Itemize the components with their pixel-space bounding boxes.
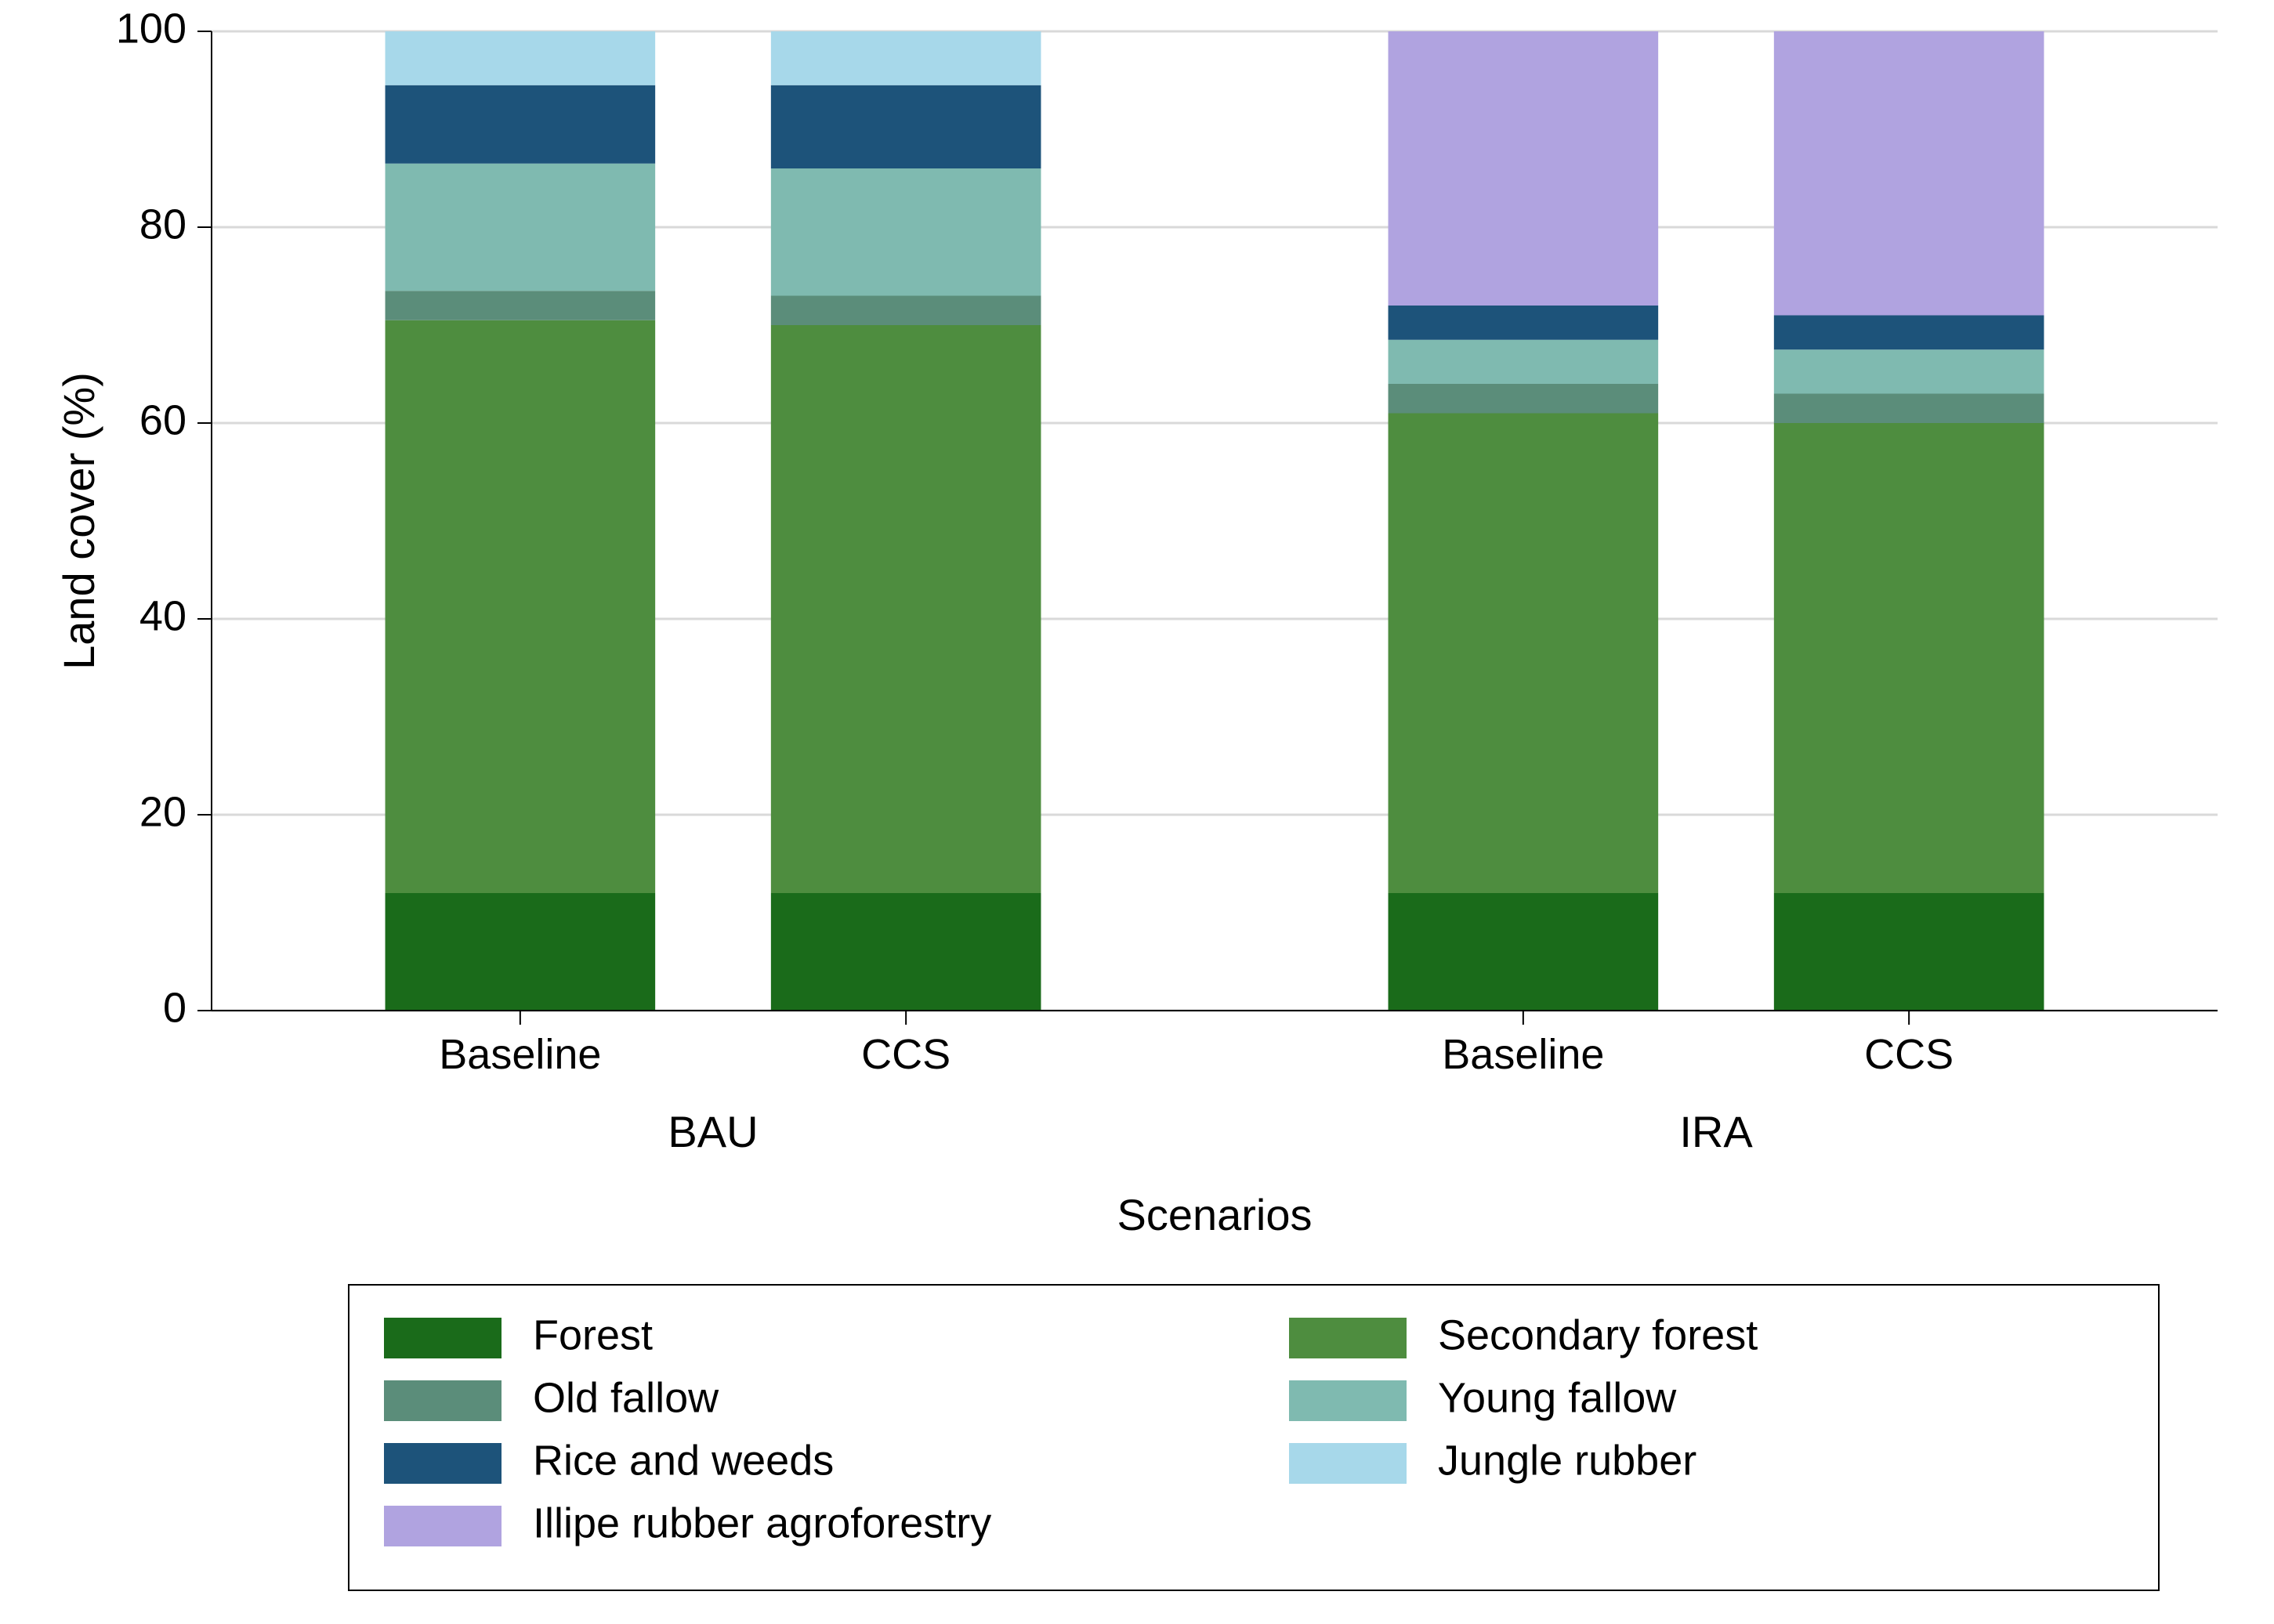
bar-segment bbox=[771, 325, 1041, 893]
bar-segment bbox=[1774, 893, 2044, 1011]
x-tick-label: Baseline bbox=[439, 1031, 601, 1078]
bar-segment bbox=[1774, 31, 2044, 316]
legend-swatch bbox=[384, 1318, 502, 1358]
bar-segment bbox=[1389, 893, 1659, 1011]
bar-segment bbox=[771, 85, 1041, 168]
group-label: IRA bbox=[1679, 1107, 1753, 1156]
legend-label: Young fallow bbox=[1438, 1374, 1677, 1421]
x-tick-label: CCS bbox=[861, 1031, 951, 1078]
bar-segment bbox=[1389, 31, 1659, 306]
legend-swatch bbox=[384, 1443, 502, 1484]
legend-swatch bbox=[1289, 1318, 1407, 1358]
legend-swatch bbox=[1289, 1443, 1407, 1484]
legend-swatch bbox=[384, 1506, 502, 1546]
bar-segment bbox=[1389, 414, 1659, 894]
bar-segment bbox=[386, 85, 656, 164]
bar-segment bbox=[1774, 349, 2044, 393]
legend-label: Old fallow bbox=[533, 1374, 719, 1421]
stacked-bar-chart: 0 20 40 60 80 100 Land cover (%) Baseline CCS Bas… bbox=[0, 0, 2274, 1624]
legend-swatch bbox=[1289, 1380, 1407, 1421]
x-tick-label: Baseline bbox=[1442, 1031, 1604, 1078]
y-tick-label: 0 bbox=[163, 984, 186, 1031]
bar-segment bbox=[386, 893, 656, 1011]
legend-swatch bbox=[384, 1380, 502, 1421]
y-tick-label: 100 bbox=[116, 5, 186, 52]
bar-segment bbox=[771, 893, 1041, 1011]
y-axis-label: Land cover (%) bbox=[54, 372, 103, 670]
y-tick-label: 60 bbox=[139, 396, 186, 443]
bar-segment bbox=[771, 168, 1041, 296]
legend-label: Jungle rubber bbox=[1438, 1437, 1696, 1484]
bar-segment bbox=[1389, 306, 1659, 340]
bar-segment bbox=[386, 320, 656, 893]
y-tick-label: 40 bbox=[139, 592, 186, 639]
x-tick-label: CCS bbox=[1864, 1031, 1954, 1078]
bar-segment bbox=[386, 291, 656, 320]
bar-segment bbox=[1774, 423, 2044, 893]
x-axis-label: Scenarios bbox=[1117, 1190, 1312, 1239]
bar-segment bbox=[771, 31, 1041, 85]
y-tick-label: 20 bbox=[139, 788, 186, 835]
legend-label: Rice and weeds bbox=[533, 1437, 834, 1484]
chart-container: 0 20 40 60 80 100 Land cover (%) Baseline CCS Bas… bbox=[0, 0, 2274, 1624]
bar-segment bbox=[386, 164, 656, 291]
legend: Forest Secondary forest Old fallow Young fa… bbox=[349, 1285, 2159, 1590]
bar-segment bbox=[386, 31, 656, 85]
legend-label: Illipe rubber agroforestry bbox=[533, 1499, 991, 1546]
bar-segment bbox=[1774, 316, 2044, 350]
y-tick-label: 80 bbox=[139, 201, 186, 248]
legend-label: Secondary forest bbox=[1438, 1311, 1758, 1358]
bar-segment bbox=[771, 296, 1041, 326]
group-label: BAU bbox=[668, 1107, 758, 1156]
bar-segment bbox=[1389, 384, 1659, 414]
legend-label: Forest bbox=[533, 1311, 653, 1358]
bar-segment bbox=[1774, 394, 2044, 424]
bar-segment bbox=[1389, 340, 1659, 384]
